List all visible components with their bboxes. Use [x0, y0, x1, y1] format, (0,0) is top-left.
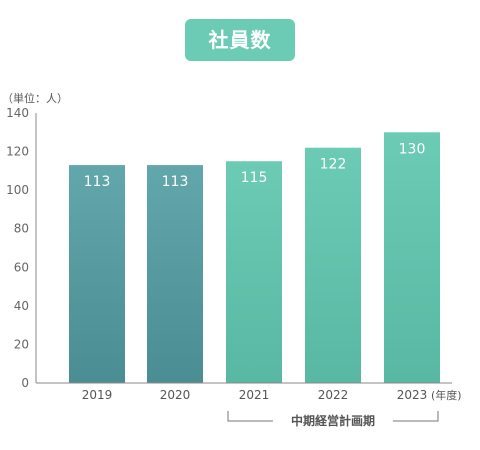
bracket-right-line	[393, 411, 439, 422]
data-label-2023: 130	[399, 141, 426, 157]
bracket-label: 中期経営計画期	[291, 413, 375, 428]
y-tick-label: 20	[14, 337, 29, 351]
y-axis: 0 20 40 60 80 100 120 140	[6, 106, 29, 390]
data-label-2022: 122	[320, 157, 347, 173]
data-label-2020: 113	[162, 174, 189, 190]
y-tick-label: 120	[6, 145, 29, 159]
bar-2021	[226, 161, 282, 383]
bar-2022	[305, 147, 361, 383]
y-tick-label: 140	[6, 106, 29, 120]
bars: 113 113 115 122 130	[69, 132, 440, 383]
y-tick-label: 100	[6, 183, 29, 197]
x-axis: 2019 2020 2021 2022 2023	[82, 388, 428, 402]
y-tick-label: 80	[14, 222, 29, 236]
bar-2020	[147, 165, 203, 383]
data-label-2019: 113	[84, 174, 111, 190]
x-tick-label-2019: 2019	[82, 388, 113, 402]
bracket-left-line	[227, 411, 273, 422]
y-tick-label: 40	[14, 299, 29, 313]
x-tick-label-2020: 2020	[160, 388, 191, 402]
x-unit-label: (年度)	[431, 388, 462, 402]
bar-2023	[384, 132, 440, 383]
x-tick-label-2022: 2022	[318, 388, 349, 402]
plan-period-bracket: 中期経営計画期	[227, 411, 439, 428]
bar-2019	[69, 165, 125, 383]
x-tick-label-2023: 2023	[397, 388, 428, 402]
y-tick-label: 60	[14, 260, 29, 274]
unit-label: （単位：人）	[2, 91, 68, 105]
data-label-2021: 115	[241, 170, 268, 186]
chart-title: 社員数	[185, 19, 295, 61]
x-tick-label-2021: 2021	[239, 388, 270, 402]
y-tick-label: 0	[21, 376, 29, 390]
